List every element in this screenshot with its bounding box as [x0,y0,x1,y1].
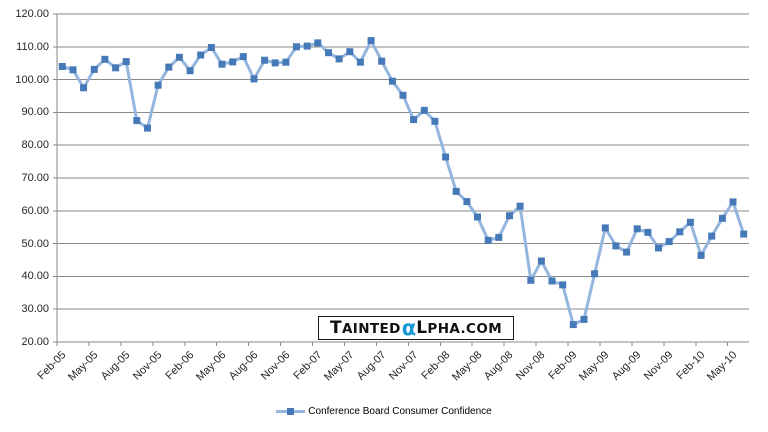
alpha-glyph: α [401,315,417,340]
data-point-marker [431,117,439,125]
data-point-marker [144,124,151,132]
data-point-marker [218,60,226,68]
data-point-marker [697,251,705,259]
data-point-marker [655,244,662,252]
data-point-marker [165,63,173,71]
data-point-marker [591,270,599,278]
y-axis-tick-label: 60.00 [21,204,49,217]
data-point-marker [452,187,460,195]
data-point-marker [484,236,492,244]
y-axis-tick-label: 110.00 [16,40,49,53]
y-axis-tick-label: 120.00 [15,8,49,20]
data-point-marker [303,42,311,50]
data-point-marker [69,66,77,74]
data-point-marker [58,63,66,70]
data-point-marker [80,84,88,92]
data-point-marker [101,55,109,63]
data-point-marker [293,43,300,51]
data-point-marker [559,281,567,289]
data-point-marker [207,44,215,51]
legend: Conference Board Consumer Confidence [0,403,768,419]
data-point-marker [282,58,290,66]
data-point-marker [644,228,652,236]
data-point-marker [133,117,141,125]
data-point-marker [378,57,386,65]
data-point-marker [623,248,631,256]
data-point-marker [261,56,269,64]
data-point-marker [537,257,545,265]
data-point-marker [154,81,162,89]
legend-line-marker-icon [276,407,306,416]
watermark: TAINTED α LPHA.COM [318,316,514,340]
y-axis-tick-label: 40.00 [21,270,49,283]
data-point-marker [495,233,503,241]
data-point-marker [112,64,120,72]
data-point-marker [527,276,535,284]
series-line [61,39,746,327]
data-point-marker [399,91,407,99]
data-point-marker [250,75,258,83]
data-point-marker [420,106,428,114]
data-point-marker [676,228,684,236]
data-point-marker [601,224,609,232]
data-point-marker [474,213,481,221]
y-axis-tick-label: 20.00 [21,336,49,348]
data-point-marker [367,37,375,45]
data-point-marker [356,58,364,66]
data-point-marker [410,116,418,124]
data-point-marker [442,153,450,161]
data-point-marker [186,67,194,75]
y-axis-tick-label: 30.00 [21,303,49,316]
data-point-marker [569,321,577,329]
data-point-marker [335,55,343,63]
y-axis-tick-label: 70.00 [21,172,49,184]
data-point-marker [718,214,726,222]
data-point-marker [516,202,524,210]
data-point-marker [463,198,471,206]
y-axis-tick-label: 50.00 [21,237,49,250]
legend-label: Conference Board Consumer Confidence [308,405,492,417]
data-point-marker [729,198,737,206]
data-point-marker [708,232,716,240]
data-point-marker [548,277,556,285]
data-point-marker [506,212,513,220]
data-point-marker [122,58,130,66]
y-axis-tick-label: 80.00 [21,139,49,152]
watermark-suffix: LPHA.COM [416,317,503,338]
data-point-marker [325,49,332,57]
data-point-marker [175,53,183,61]
data-point-marker [686,218,694,226]
y-axis-tick-label: 90.00 [21,106,49,119]
data-point-marker [612,242,620,250]
data-point-marker [239,53,247,61]
data-point-marker [740,230,748,238]
data-point-marker [633,225,641,233]
data-point-marker [580,315,588,323]
data-point-marker [90,65,98,73]
data-point-marker [271,59,279,67]
watermark-prefix: TAINTED [329,317,401,338]
data-point-marker [388,77,396,85]
data-point-marker [665,238,673,246]
y-axis-tick-label: 100.00 [15,73,49,86]
data-point-marker [346,48,354,56]
data-point-marker [314,39,322,47]
data-point-marker [197,51,205,59]
data-point-marker [229,58,237,66]
legend-square-marker [287,407,295,415]
